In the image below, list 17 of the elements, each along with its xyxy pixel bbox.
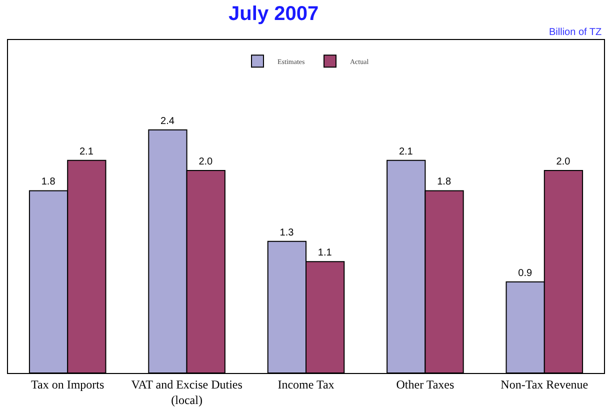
data-label: 2.4: [160, 116, 175, 127]
data-label: 1.1: [318, 248, 332, 259]
data-label: 2.0: [198, 156, 214, 168]
chart-title: July 2007: [228, 3, 319, 26]
data-label: 2.0: [556, 156, 571, 168]
x-tick-label: Income Tax: [278, 377, 334, 392]
x-tick-label: Other Taxes: [396, 377, 454, 392]
data-label: 1.3: [280, 227, 294, 238]
text: Billion of TZ: [549, 27, 602, 38]
x-tick-label: Tax on Imports: [31, 377, 104, 392]
data-label: 2.1: [398, 146, 414, 158]
data-label: 1.8: [41, 176, 56, 188]
data-label: 1.8: [437, 176, 452, 188]
x-tick-label: Non-Tax Revenue: [500, 377, 588, 392]
data-label: 2.1: [80, 146, 94, 158]
data-label: 0.9: [518, 268, 532, 279]
x-tick-label: VAT and Excise Duties (local): [131, 377, 243, 407]
